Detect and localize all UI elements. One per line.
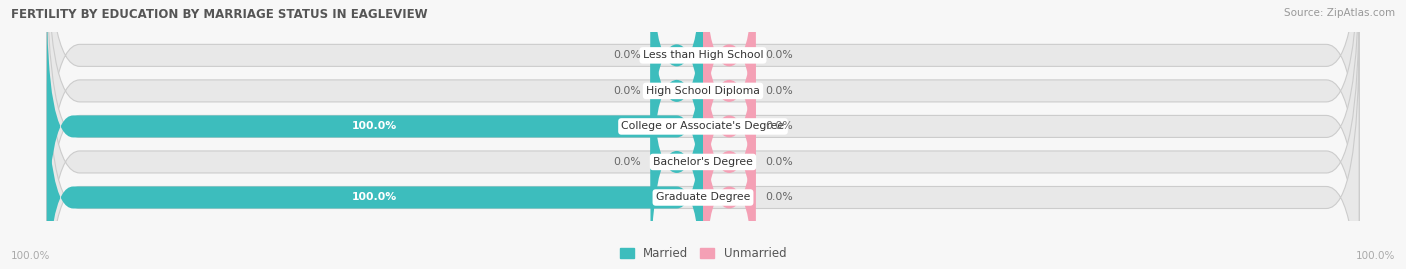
Text: High School Diploma: High School Diploma	[647, 86, 759, 96]
Text: 100.0%: 100.0%	[353, 193, 398, 203]
Text: FERTILITY BY EDUCATION BY MARRIAGE STATUS IN EAGLEVIEW: FERTILITY BY EDUCATION BY MARRIAGE STATU…	[11, 8, 427, 21]
Text: Bachelor's Degree: Bachelor's Degree	[652, 157, 754, 167]
Text: 0.0%: 0.0%	[765, 50, 793, 60]
Text: 0.0%: 0.0%	[613, 86, 641, 96]
FancyBboxPatch shape	[46, 66, 703, 269]
FancyBboxPatch shape	[46, 0, 1360, 269]
Text: 100.0%: 100.0%	[1355, 251, 1395, 261]
FancyBboxPatch shape	[703, 66, 755, 269]
Text: Source: ZipAtlas.com: Source: ZipAtlas.com	[1284, 8, 1395, 18]
Text: 100.0%: 100.0%	[353, 121, 398, 132]
FancyBboxPatch shape	[651, 0, 703, 222]
FancyBboxPatch shape	[703, 0, 755, 186]
Text: 0.0%: 0.0%	[613, 50, 641, 60]
FancyBboxPatch shape	[46, 0, 1360, 257]
FancyBboxPatch shape	[703, 0, 755, 257]
Text: 0.0%: 0.0%	[613, 157, 641, 167]
Legend: Married, Unmarried: Married, Unmarried	[620, 247, 786, 260]
Text: College or Associate's Degree: College or Associate's Degree	[621, 121, 785, 132]
Text: 0.0%: 0.0%	[765, 121, 793, 132]
Text: 0.0%: 0.0%	[765, 157, 793, 167]
FancyBboxPatch shape	[651, 0, 703, 186]
FancyBboxPatch shape	[703, 31, 755, 269]
Text: Less than High School: Less than High School	[643, 50, 763, 60]
Text: 0.0%: 0.0%	[765, 193, 793, 203]
FancyBboxPatch shape	[46, 0, 1360, 269]
FancyBboxPatch shape	[651, 31, 703, 269]
FancyBboxPatch shape	[46, 0, 1360, 222]
Text: 0.0%: 0.0%	[765, 86, 793, 96]
FancyBboxPatch shape	[703, 0, 755, 222]
FancyBboxPatch shape	[46, 0, 703, 257]
Text: Graduate Degree: Graduate Degree	[655, 193, 751, 203]
FancyBboxPatch shape	[46, 31, 1360, 269]
Text: 100.0%: 100.0%	[11, 251, 51, 261]
